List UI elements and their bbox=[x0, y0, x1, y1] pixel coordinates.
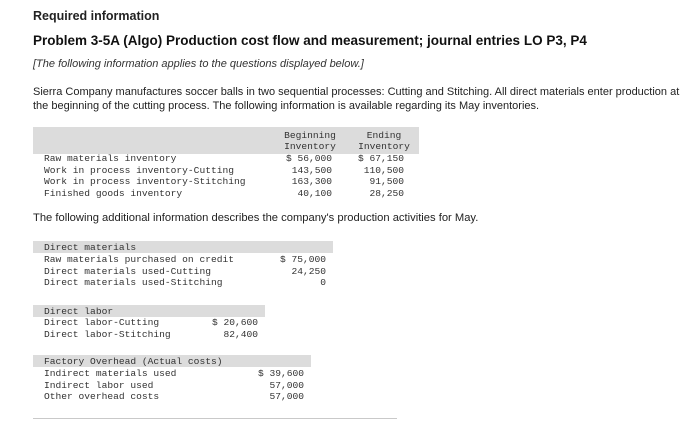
factory-overhead-header-shade bbox=[33, 355, 311, 367]
inventory-row-label: Work in process inventory-Stitching bbox=[44, 176, 246, 187]
direct-materials-row-value: 0 bbox=[320, 277, 326, 288]
inventory-row-ending: 110,500 bbox=[363, 164, 404, 176]
inventory-row-label: Finished goods inventory bbox=[44, 187, 183, 199]
direct-materials-row-label: Raw materials purchased on credit bbox=[44, 254, 234, 265]
factory-overhead-row-label: Other overhead costs bbox=[44, 391, 160, 402]
factory-overhead-heading: Factory Overhead (Actual costs) bbox=[44, 355, 223, 367]
direct-materials-heading: Direct materials bbox=[44, 241, 137, 253]
direct-labor-header-shade bbox=[33, 305, 265, 317]
direct-materials-header-shade bbox=[33, 241, 333, 253]
direct-materials-row-label: Direct materials used-Cutting bbox=[44, 265, 211, 277]
inventory-row-beginning: 163,300 bbox=[291, 176, 332, 187]
ending-inventory-header-line2: Inventory bbox=[358, 141, 410, 152]
intro-paragraph: Sierra Company manufactures soccer balls… bbox=[33, 86, 680, 112]
inventory-table-header-shade bbox=[33, 127, 419, 154]
applies-note: [The following information applies to th… bbox=[33, 58, 364, 70]
inventory-row-label: Raw materials inventory bbox=[44, 153, 177, 164]
ending-inventory-header-line1: Ending bbox=[366, 130, 402, 141]
factory-overhead-row-label: Indirect materials used bbox=[44, 368, 177, 379]
factory-overhead-row-value: 57,000 bbox=[269, 391, 304, 402]
inventory-row-beginning: 40,100 bbox=[297, 187, 332, 199]
factory-overhead-row-value: 57,000 bbox=[269, 379, 304, 391]
direct-materials-row-label: Direct materials used-Stitching bbox=[44, 277, 223, 288]
bottom-divider bbox=[33, 418, 397, 419]
additional-info-text: The following additional information des… bbox=[33, 212, 479, 224]
beginning-inventory-header-line1: Beginning bbox=[284, 130, 336, 141]
direct-labor-row-value: 82,400 bbox=[223, 328, 258, 340]
factory-overhead-row-value: $ 39,600 bbox=[257, 368, 304, 379]
inventory-row-ending: $ 67,150 bbox=[357, 153, 404, 164]
direct-materials-row-value: 24,250 bbox=[291, 265, 326, 277]
factory-overhead-row-label: Indirect labor used bbox=[44, 379, 154, 391]
direct-labor-row-label: Direct labor-Cutting bbox=[44, 317, 160, 328]
inventory-row-ending: 28,250 bbox=[369, 187, 404, 199]
direct-labor-row-label: Direct labor-Stitching bbox=[44, 328, 171, 340]
inventory-row-beginning: 143,500 bbox=[291, 164, 332, 176]
problem-title: Problem 3-5A (Algo) Production cost flow… bbox=[33, 33, 587, 48]
direct-labor-row-value: $ 20,600 bbox=[211, 317, 258, 328]
inventory-row-beginning: $ 56,000 bbox=[285, 153, 332, 164]
required-information-heading: Required information bbox=[33, 9, 160, 23]
inventory-row-label: Work in process inventory-Cutting bbox=[44, 164, 234, 176]
inventory-row-ending: 91,500 bbox=[369, 176, 404, 187]
beginning-inventory-header-line2: Inventory bbox=[284, 141, 336, 152]
direct-labor-heading: Direct labor bbox=[44, 305, 114, 317]
direct-materials-row-value: $ 75,000 bbox=[279, 254, 326, 265]
